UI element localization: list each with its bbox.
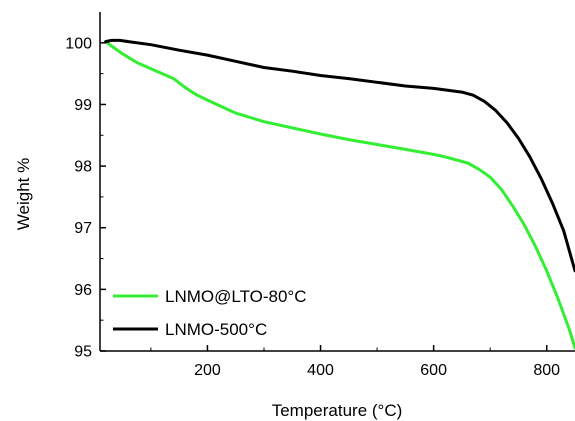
x-axis-title: Temperature (°C)	[272, 401, 403, 420]
x-tick-label: 600	[420, 362, 447, 379]
y-tick-label: 97	[74, 220, 92, 237]
legend-label-lnmo-500: LNMO-500°C	[165, 320, 267, 339]
legend-label-lnmo-lto: LNMO@LTO-80°C	[165, 287, 307, 306]
x-tick-label: 200	[194, 362, 221, 379]
y-tick-label: 98	[74, 159, 92, 176]
series-line-0	[104, 40, 575, 350]
y-axis-title: Weight %	[14, 158, 33, 230]
y-tick-label: 100	[65, 35, 92, 52]
legend: LNMO@LTO-80°C LNMO-500°C	[113, 287, 307, 339]
axes-layer	[99, 12, 575, 352]
x-tick-label: 400	[307, 362, 334, 379]
y-tick-label: 99	[74, 97, 92, 114]
y-tick-label: 96	[74, 282, 92, 299]
series-layer	[104, 38, 575, 350]
y-tick-label: 95	[74, 344, 92, 361]
x-tick-label: 800	[533, 362, 560, 379]
ticks-layer: 95 96 97 98 99 100 200 400 600 800	[65, 35, 560, 379]
series-line-1	[104, 38, 575, 273]
